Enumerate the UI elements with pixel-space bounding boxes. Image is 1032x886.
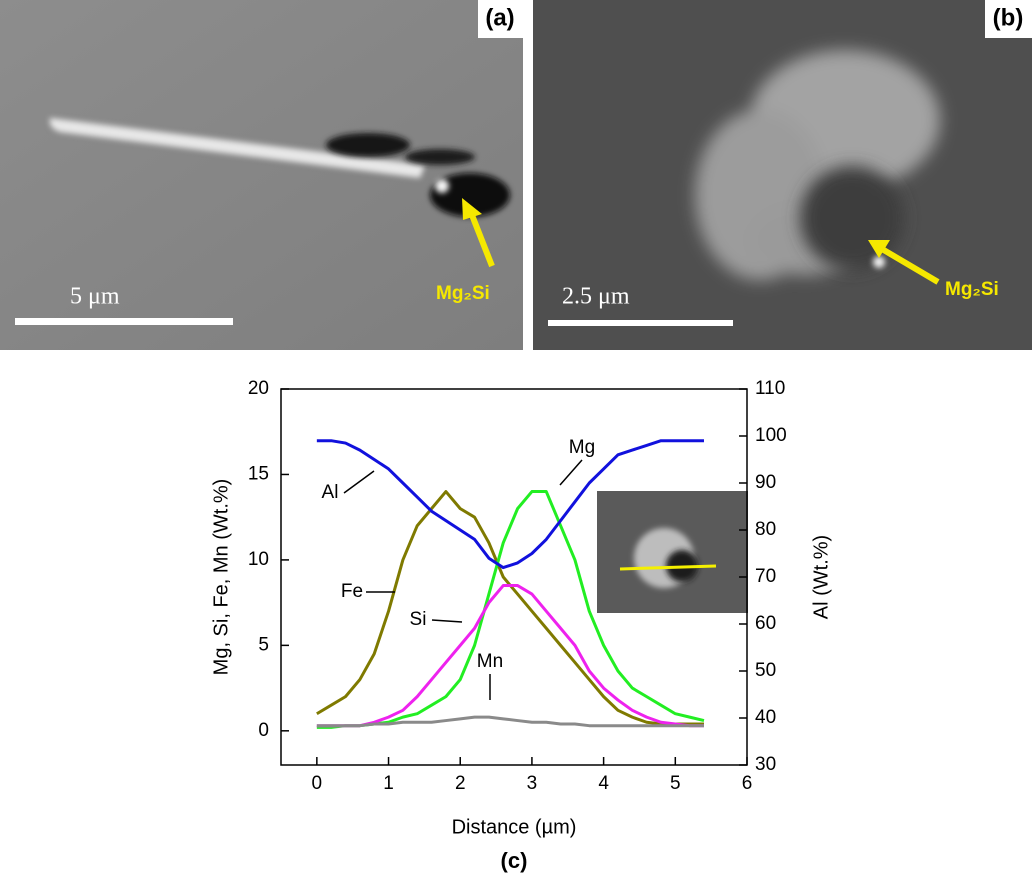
label-box: [478, 0, 523, 38]
series-line: [316, 715, 704, 728]
y2-tick-label: 40: [755, 707, 776, 728]
panel-label: (a): [485, 4, 514, 31]
plot: [316, 439, 705, 729]
series-line: [316, 584, 704, 728]
panel-b: 2.5 μm Mg₂Si (b): [533, 0, 1032, 350]
arrow-head: [868, 240, 890, 258]
x-tick-label: 1: [383, 773, 394, 794]
x-tick-label: 6: [742, 773, 753, 794]
scale-bar: [15, 318, 233, 325]
arrow: [880, 246, 940, 285]
x-tick-label: 3: [527, 773, 538, 794]
annotation: Mg₂Si: [945, 279, 999, 300]
annotation: Mg₂Si: [436, 283, 490, 304]
y-tick-label: 0: [258, 720, 269, 741]
series-label: Fe: [341, 581, 363, 602]
x-tick-label: 2: [455, 773, 466, 794]
series-label: Si: [410, 609, 427, 630]
y-tick-label: 10: [248, 549, 269, 570]
label-arrow: [559, 459, 583, 486]
x-tick-label: 5: [670, 773, 681, 794]
bright-spot: [435, 179, 449, 193]
y2-tick-label: 30: [755, 754, 776, 775]
panel-label: (c): [501, 848, 528, 873]
dark-particle: [405, 149, 475, 165]
y2-tick-label: 110: [755, 378, 785, 399]
label-box: [985, 0, 1032, 38]
y2-tick-label: 100: [755, 425, 787, 446]
scale-bar: [548, 320, 733, 326]
series-line: [316, 439, 704, 570]
x-axis-title: Distance (µm): [452, 816, 577, 838]
dark-particle: [326, 133, 410, 157]
y-tick-label: 20: [248, 378, 269, 399]
panel-label: (b): [993, 4, 1024, 31]
y2-tick-label: 60: [755, 613, 776, 634]
arrow-head: [462, 198, 482, 220]
x-tick-label: 4: [598, 773, 609, 794]
bright-spot: [873, 256, 885, 268]
x-tick-label: 0: [312, 773, 323, 794]
micrograph: [0, 0, 523, 350]
dark-particle: [430, 173, 510, 217]
y2-tick-label: 50: [755, 660, 776, 681]
inset: [597, 491, 748, 613]
series-label: Mn: [477, 651, 503, 672]
scale-label: 2.5 μm: [562, 284, 630, 310]
bright-streak: [49, 118, 425, 178]
scan-line: [619, 564, 717, 571]
y2-tick-label: 70: [755, 566, 776, 587]
arrow: [467, 208, 495, 268]
panel-a: 5 μm Mg₂Si (a): [0, 0, 523, 350]
y2-tick-label: 90: [755, 472, 776, 493]
series-label: Mg: [569, 437, 595, 458]
y2-tick-label: 80: [755, 519, 776, 540]
series-label: Al: [322, 482, 339, 503]
label-arrow: [343, 470, 375, 494]
y-tick-label: 15: [248, 463, 269, 484]
label-arrow: [431, 619, 463, 623]
y2-axis-title: Al (Wt.%): [810, 535, 832, 619]
scale-label: 5 μm: [70, 284, 120, 310]
y-tick-label: 5: [258, 634, 269, 655]
y-axis-title: Mg, Si, Fe, Mn (Wt.%): [210, 479, 232, 676]
